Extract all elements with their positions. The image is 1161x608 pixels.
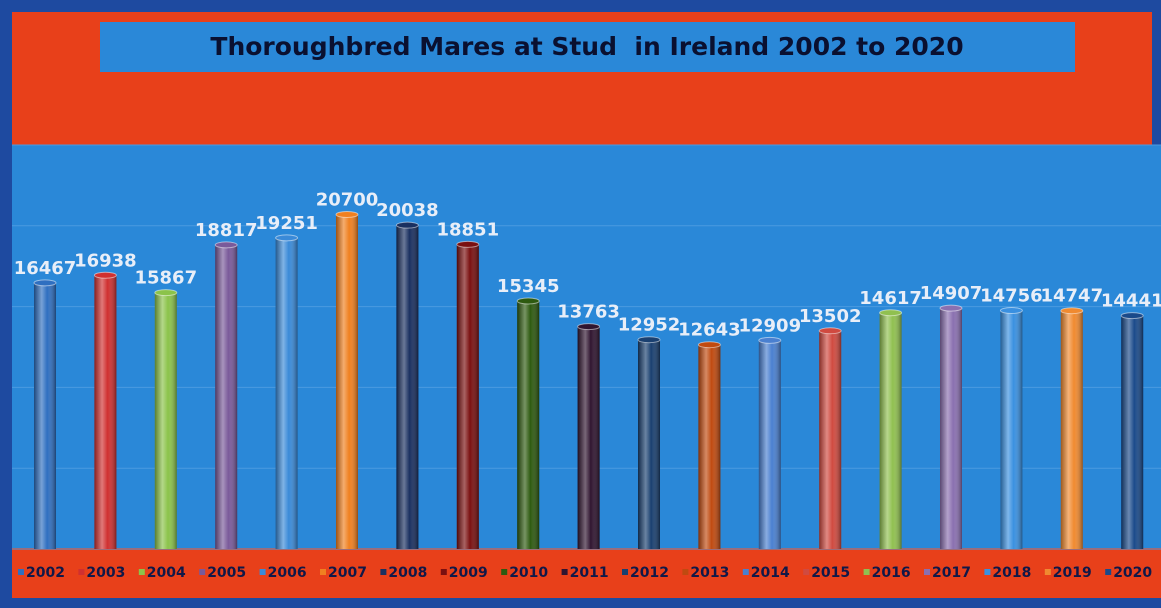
title-box — [100, 22, 1075, 72]
bar-shine — [94, 275, 117, 549]
bar-shine — [275, 237, 298, 549]
legend-label: 2011 — [570, 565, 609, 581]
data-label: 16467 — [14, 258, 77, 279]
bar-cap — [879, 309, 903, 317]
bar-shine — [1000, 310, 1023, 549]
legend-swatch — [320, 569, 326, 575]
legend-label: 2012 — [630, 565, 669, 581]
bar-shine — [940, 308, 962, 549]
bar-cap — [1060, 307, 1084, 315]
legend-label: 2018 — [992, 565, 1031, 581]
data-label: 14617 — [859, 288, 922, 309]
bar-shine — [577, 326, 600, 549]
legend-label: 2009 — [449, 565, 488, 581]
data-label: 14441 — [1101, 291, 1161, 312]
bar-shine — [758, 340, 781, 549]
legend-label: 2010 — [509, 565, 548, 581]
legend-label: 2016 — [872, 565, 911, 581]
legend-swatch — [199, 569, 206, 575]
bar-cap — [758, 336, 782, 344]
legend-label: 2005 — [207, 565, 246, 581]
legend-swatch — [138, 569, 145, 575]
legend-label: 2008 — [388, 565, 427, 581]
legend-swatch — [863, 569, 870, 575]
bar-cap — [395, 221, 419, 229]
data-label: 20038 — [376, 200, 439, 221]
legend-swatch — [561, 569, 568, 575]
legend-label: 2015 — [811, 565, 850, 581]
legend-label: 2019 — [1053, 565, 1092, 581]
bar-cap — [456, 240, 480, 248]
legend-swatch — [924, 569, 930, 575]
bar-shine — [638, 339, 660, 549]
bar-cap — [214, 241, 238, 249]
legend-label: 2014 — [751, 565, 790, 581]
bar-cap — [33, 279, 57, 287]
data-label: 19251 — [255, 213, 318, 234]
chart-title: Thoroughbred Mares at Stud in Ireland 20… — [210, 32, 963, 61]
data-label: 14747 — [1040, 286, 1103, 307]
bar-shine — [154, 292, 177, 549]
data-label: 16938 — [74, 250, 137, 271]
bar-cap — [577, 323, 601, 331]
legend-swatch — [742, 569, 749, 575]
bar-shine — [819, 330, 842, 549]
bar-cap — [275, 234, 299, 242]
legend-swatch — [622, 569, 628, 575]
legend-swatch — [18, 569, 24, 575]
legend-label: 2007 — [328, 565, 367, 581]
data-label: 13763 — [557, 302, 620, 323]
bar-cap — [1120, 312, 1144, 320]
legend-label: 2020 — [1113, 565, 1152, 581]
bar-shine — [396, 225, 419, 549]
bar-shine — [456, 244, 479, 549]
bar-shine — [879, 312, 902, 549]
bar-cap — [93, 271, 117, 279]
legend-label: 2004 — [147, 565, 186, 581]
bar-shine — [215, 244, 238, 549]
bar-cap — [818, 327, 842, 335]
bar-shine — [336, 214, 358, 549]
legend-swatch — [984, 569, 991, 575]
data-label: 14907 — [920, 283, 983, 304]
data-label: 18817 — [195, 220, 258, 241]
bar-cap — [939, 304, 963, 312]
legend-label: 2017 — [932, 565, 971, 581]
legend-label: 2002 — [26, 565, 65, 581]
data-label: 14756 — [980, 286, 1043, 307]
bar-cap — [154, 289, 178, 297]
bar-cap — [999, 307, 1023, 315]
bar-shine — [1121, 315, 1144, 549]
data-label: 15345 — [497, 276, 560, 297]
legend-label: 2003 — [86, 565, 125, 581]
data-label: 20700 — [316, 189, 379, 210]
legend-swatch — [380, 569, 387, 575]
bar-shine — [1060, 310, 1083, 549]
legend-swatch — [78, 569, 85, 575]
legend-swatch — [1105, 569, 1112, 575]
legend-swatch — [259, 569, 266, 575]
bar-cap — [335, 210, 359, 218]
legend-label: 2006 — [268, 565, 307, 581]
bar-cap — [516, 297, 540, 305]
data-label: 15867 — [134, 268, 197, 289]
legend-swatch — [682, 569, 689, 575]
legend-label: 2013 — [690, 565, 729, 581]
bar-cap — [697, 341, 721, 349]
bar-shine — [698, 344, 721, 549]
legend-swatch — [803, 569, 810, 575]
legend-swatch — [501, 569, 508, 575]
data-label: 18851 — [436, 219, 499, 240]
legend-swatch — [440, 569, 447, 575]
bar-shine — [34, 282, 56, 549]
data-label: 12952 — [618, 315, 681, 336]
data-label: 13502 — [799, 306, 862, 327]
data-label: 12643 — [678, 320, 741, 341]
bar-shine — [517, 301, 540, 549]
data-label: 12909 — [738, 315, 801, 336]
bar-cap — [637, 336, 661, 344]
legend-swatch — [1044, 569, 1051, 575]
